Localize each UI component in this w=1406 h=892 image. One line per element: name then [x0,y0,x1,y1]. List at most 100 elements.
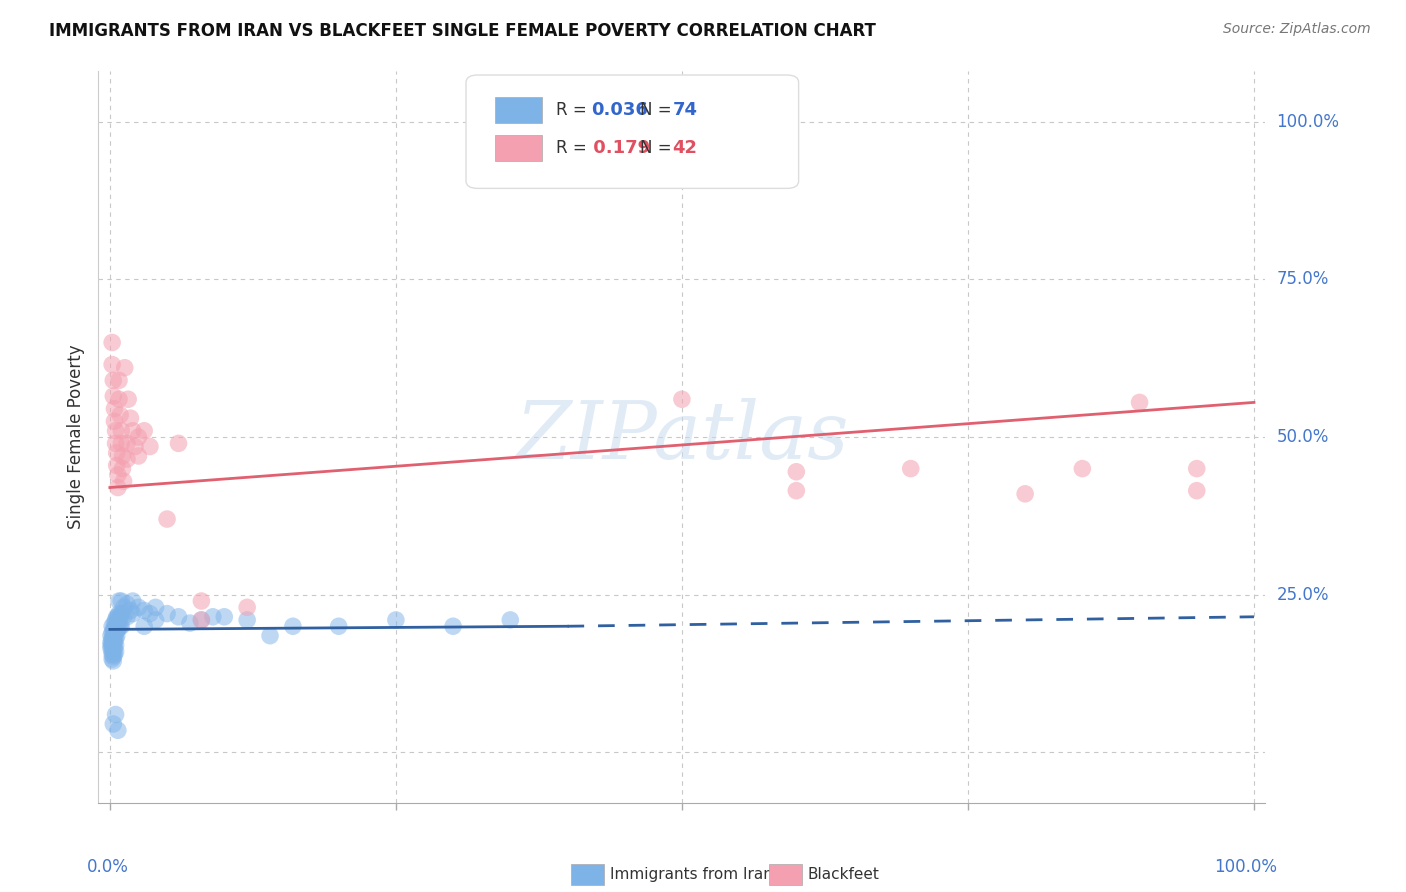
Point [103,717,125,731]
Point [156,512,179,526]
Point [112,609,135,624]
Point [190,613,212,627]
Point [115,436,138,450]
Point [1185,461,1208,475]
Point [259,629,281,643]
Text: 0.036: 0.036 [591,101,648,120]
Point [139,607,162,621]
Point [134,424,156,438]
Point [112,600,135,615]
Point [108,373,131,387]
Point [120,411,142,425]
Point [134,603,156,617]
Point [101,644,124,658]
Point [100,641,122,656]
Text: Immigrants from Iran: Immigrants from Iran [610,867,772,882]
Point [127,430,149,444]
FancyBboxPatch shape [571,863,603,886]
FancyBboxPatch shape [495,135,541,161]
Point [103,635,125,649]
Text: 42: 42 [672,139,697,157]
Point [110,594,132,608]
Point [785,465,807,479]
Point [110,607,132,621]
Point [103,616,125,631]
Point [107,609,129,624]
Text: N =: N = [640,101,676,120]
Point [107,723,129,738]
Text: Source: ZipAtlas.com: Source: ZipAtlas.com [1223,22,1371,37]
Text: 100.0%: 100.0% [1213,858,1277,876]
Point [101,358,124,372]
Point [108,392,131,407]
Point [103,641,125,656]
Point [100,635,122,649]
Point [145,613,167,627]
Point [115,452,138,467]
FancyBboxPatch shape [495,97,541,123]
Point [179,616,201,631]
Point [110,436,132,450]
Point [104,424,127,438]
Point [114,360,136,375]
Point [103,654,125,668]
Point [127,600,149,615]
Point [108,619,131,633]
Point [281,619,304,633]
Point [117,392,139,407]
Point [108,609,131,624]
Point [101,635,124,649]
Point [121,607,143,621]
Point [105,629,128,643]
Point [134,619,156,633]
Text: R =: R = [555,139,592,157]
Point [1185,483,1208,498]
Point [101,652,124,666]
Point [105,623,128,637]
Point [105,446,128,460]
Point [101,632,124,646]
Point [104,644,127,658]
Point [111,449,134,463]
Point [101,619,124,633]
Point [103,644,125,658]
Point [121,424,143,438]
Point [167,436,190,450]
FancyBboxPatch shape [769,863,801,886]
Point [499,613,522,627]
Point [103,648,125,662]
Point [115,609,138,624]
Text: R =: R = [555,101,592,120]
Point [103,414,125,428]
Y-axis label: Single Female Poverty: Single Female Poverty [66,345,84,529]
Text: 0.0%: 0.0% [87,858,128,876]
Point [385,613,408,627]
Point [201,609,224,624]
Point [108,607,131,621]
Text: 74: 74 [672,101,697,120]
Point [103,623,125,637]
Point [1128,395,1150,409]
Point [108,594,131,608]
Point [328,619,350,633]
Point [139,440,162,454]
Point [103,389,125,403]
Text: 100.0%: 100.0% [1277,112,1340,131]
Point [107,467,129,482]
Point [101,335,124,350]
Point [104,707,127,722]
Point [105,458,128,473]
Text: 25.0%: 25.0% [1277,586,1329,604]
Point [104,436,127,450]
Text: Blackfeet: Blackfeet [808,867,880,882]
Text: 0.179: 0.179 [588,139,651,157]
Point [101,640,124,654]
Point [671,392,693,407]
FancyBboxPatch shape [465,75,799,188]
Point [190,613,212,627]
Point [104,613,127,627]
Point [112,474,135,488]
Point [104,625,127,640]
Point [103,623,125,637]
Point [110,619,132,633]
